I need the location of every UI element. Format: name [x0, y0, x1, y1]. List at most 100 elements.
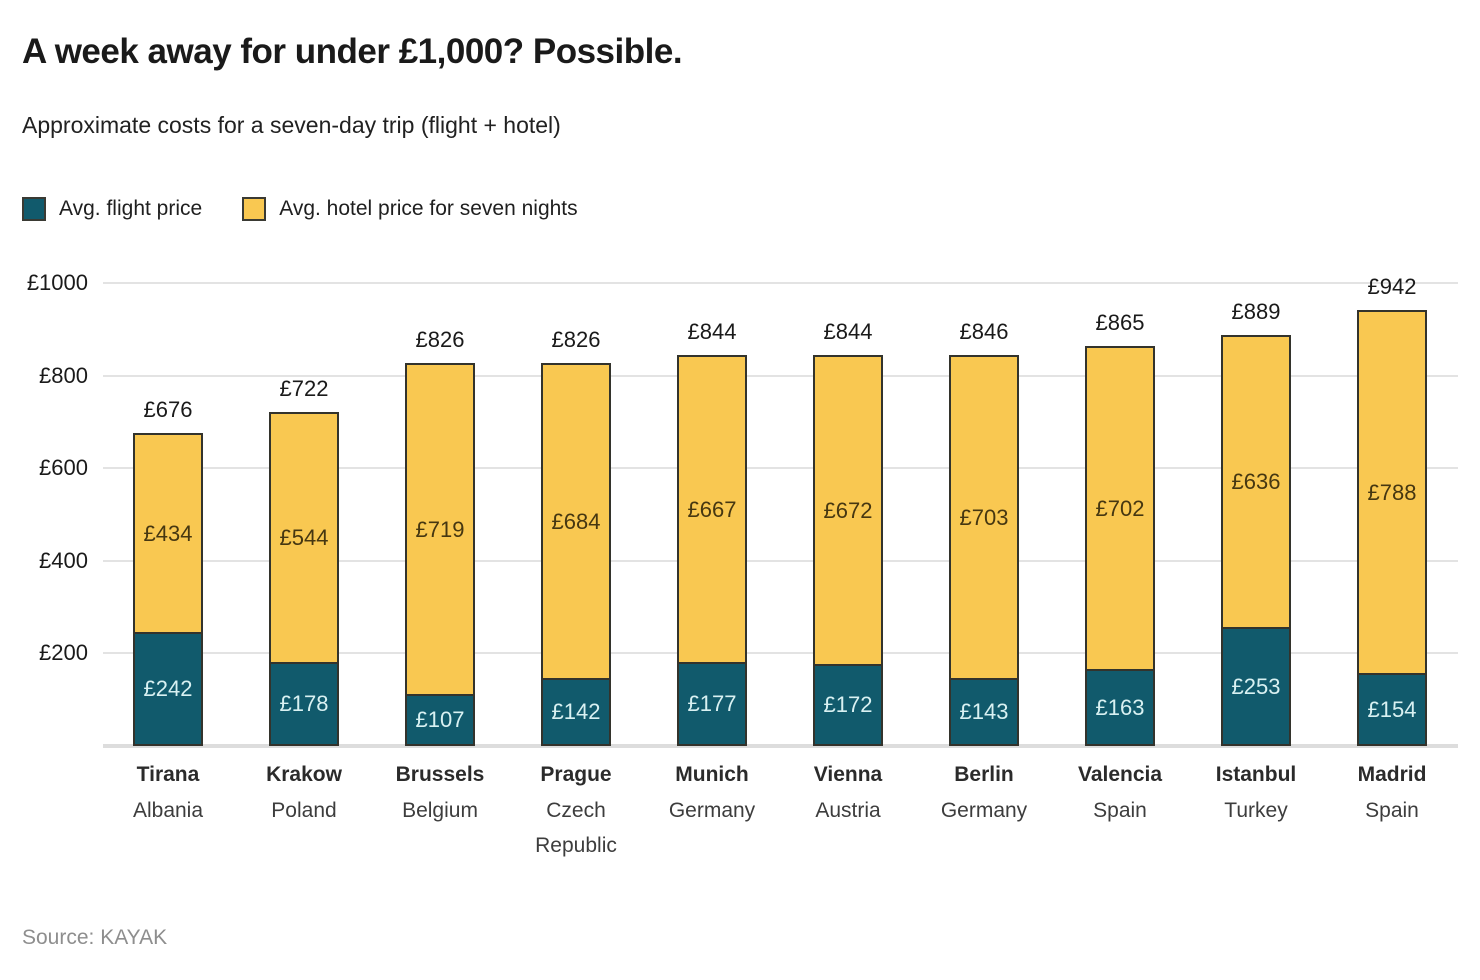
city-label: Krakow [266, 763, 342, 786]
total-label: £865 [1095, 310, 1145, 335]
page-title: A week away for under £1,000? Possible. [22, 32, 683, 71]
country-label: Albania [132, 799, 204, 822]
legend-item-hotel: Avg. hotel price for seven nights [242, 197, 578, 221]
flight-segment: £163 [1087, 669, 1153, 744]
hotel-value-label: £667 [687, 496, 737, 522]
city-label: Munich [675, 763, 749, 786]
hotel-segment: £684 [543, 365, 609, 678]
hotel-segment: £788 [1359, 312, 1425, 673]
y-axis-tick: £400 [39, 547, 88, 573]
country-label: Poland [271, 799, 337, 822]
flight-value-label: £143 [959, 699, 1009, 724]
bar-prague: £684 £142 [541, 363, 611, 746]
city-label: Istanbul [1215, 763, 1297, 786]
bar-munich: £667 £177 [677, 355, 747, 746]
hotel-color-swatch [242, 197, 267, 221]
gridline [103, 652, 1458, 655]
gridline [103, 467, 1458, 470]
city-label: Vienna [813, 763, 883, 786]
category-label-vienna: Vienna Austria [780, 757, 916, 828]
hotel-segment: £719 [407, 365, 473, 694]
legend: Avg. flight price Avg. hotel price for se… [22, 197, 618, 221]
flight-segment: £172 [815, 664, 881, 744]
hotel-segment: £636 [1223, 337, 1289, 627]
y-axis-tick: £200 [39, 640, 88, 666]
category-label-krakow: Krakow Poland [236, 757, 372, 828]
hotel-value-label: £636 [1231, 469, 1281, 494]
hotel-segment: £703 [951, 357, 1017, 678]
x-axis-line [103, 744, 1458, 748]
total-label: £942 [1367, 274, 1417, 299]
flight-segment: £142 [543, 678, 609, 744]
city-label: Valencia [1077, 763, 1163, 786]
city-label: Berlin [954, 763, 1014, 786]
category-label-prague: Prague Czech Republic [508, 757, 644, 863]
bar-madrid: £788 £154 [1357, 310, 1427, 746]
category-label-munich: Munich Germany [644, 757, 780, 828]
hotel-value-label: £702 [1095, 495, 1145, 521]
source-note: Source: KAYAK [22, 926, 168, 949]
total-label: £676 [143, 397, 193, 422]
hotel-segment: £672 [815, 357, 881, 664]
flight-color-swatch [22, 197, 46, 221]
gridline [103, 559, 1458, 562]
total-label: £844 [687, 319, 737, 344]
country-label: Belgium [402, 799, 478, 822]
hotel-segment: £702 [1087, 348, 1153, 669]
legend-item-flight: Avg. flight price [22, 197, 202, 221]
flight-segment: £154 [1359, 673, 1425, 744]
gridline [103, 282, 1458, 284]
y-axis-tick: £1000 [26, 270, 88, 295]
flight-value-label: £163 [1095, 694, 1145, 720]
flight-value-label: £253 [1231, 673, 1281, 699]
country-label: Austria [815, 799, 881, 822]
bar-vienna: £672 £172 [813, 355, 883, 746]
flight-value-label: £142 [551, 699, 601, 724]
flight-value-label: £172 [823, 692, 873, 717]
flight-segment: £143 [951, 678, 1017, 744]
flight-value-label: £154 [1367, 696, 1417, 722]
flight-value-label: £177 [687, 691, 737, 716]
hotel-value-label: £434 [143, 520, 193, 546]
total-label: £846 [959, 319, 1009, 344]
hotel-segment: £667 [679, 357, 745, 662]
flight-segment: £177 [679, 662, 745, 744]
category-label-valencia: Valencia Spain [1052, 757, 1188, 828]
chart-subtitle: Approximate costs for a seven-day trip (… [22, 112, 561, 138]
country-label: Czech Republic [535, 799, 617, 857]
bar-istanbul: £636 £253 [1221, 335, 1291, 746]
hotel-value-label: £684 [551, 508, 601, 534]
country-label: Germany [940, 799, 1028, 822]
flight-value-label: £107 [415, 707, 465, 732]
total-label: £889 [1231, 299, 1281, 324]
total-label: £826 [415, 327, 465, 352]
hotel-value-label: £672 [823, 497, 873, 523]
hotel-value-label: £788 [1367, 479, 1417, 505]
flight-value-label: £178 [279, 691, 329, 716]
hotel-value-label: £703 [959, 504, 1009, 530]
total-label: £722 [279, 376, 329, 401]
bar-brussels: £719 £107 [405, 363, 475, 746]
country-label: Germany [668, 799, 756, 822]
hotel-segment: £434 [135, 435, 201, 632]
legend-label-hotel: Avg. hotel price for seven nights [279, 197, 578, 220]
hotel-segment: £544 [271, 414, 337, 662]
category-label-madrid: Madrid Spain [1324, 757, 1460, 828]
category-label-berlin: Berlin Germany [916, 757, 1052, 828]
hotel-value-label: £719 [415, 516, 465, 542]
category-label-brussels: Brussels Belgium [372, 757, 508, 828]
gridline [103, 374, 1458, 377]
flight-segment: £178 [271, 662, 337, 744]
y-axis-tick: £800 [39, 362, 88, 388]
country-label: Spain [1093, 799, 1147, 822]
total-label: £826 [551, 327, 601, 352]
flight-segment: £253 [1223, 627, 1289, 744]
bar-berlin: £703 £143 [949, 355, 1019, 746]
bar-krakow: £544 £178 [269, 412, 339, 746]
city-label: Brussels [395, 763, 485, 786]
y-axis-tick: £600 [39, 455, 88, 481]
category-label-tirana: Tirana Albania [100, 757, 236, 828]
legend-label-flight: Avg. flight price [59, 197, 203, 220]
flight-value-label: £242 [143, 676, 193, 701]
